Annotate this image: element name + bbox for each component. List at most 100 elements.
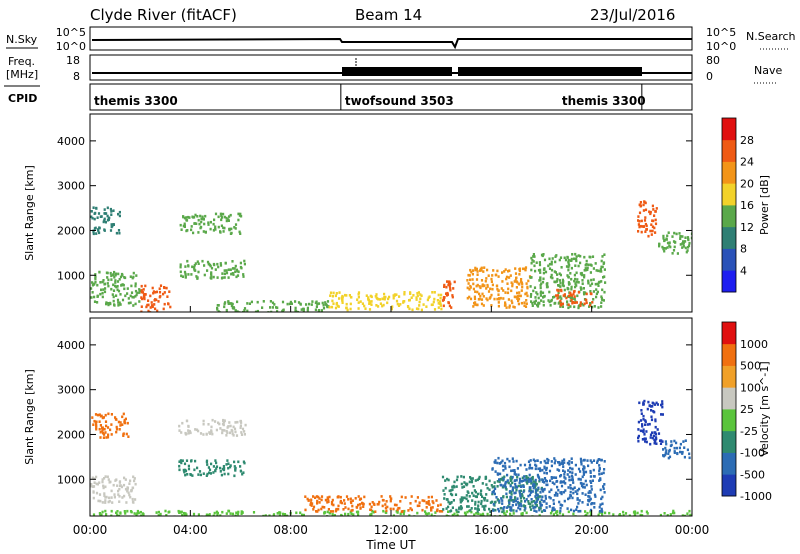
heatmap-cell [549, 511, 553, 515]
heatmap-cell [493, 481, 496, 484]
heatmap-cell [99, 292, 102, 296]
heatmap-cell [686, 249, 689, 252]
heatmap-cell [114, 416, 117, 419]
heatmap-cell [549, 275, 553, 279]
heatmap-cell [550, 464, 553, 468]
heatmap-cell [419, 297, 422, 301]
heatmap-cell [109, 229, 113, 232]
heatmap-cell [198, 470, 202, 473]
heatmap-cell [469, 509, 472, 512]
heatmap-cell [685, 250, 688, 254]
heatmap-cell [99, 430, 102, 434]
heatmap-cell [504, 481, 507, 484]
heatmap-cell [543, 477, 547, 480]
heatmap-cell [92, 282, 95, 286]
heatmap-cell [548, 469, 552, 473]
heatmap-cell [186, 229, 189, 232]
heatmap-cell [644, 222, 647, 226]
heatmap-cell [354, 497, 357, 500]
heatmap-cell [549, 304, 552, 307]
heatmap-cell [329, 291, 333, 295]
heatmap-cell [486, 285, 489, 288]
heatmap-cell [469, 278, 472, 282]
heatmap-cell [503, 270, 506, 273]
freq-dense-block-1 [342, 67, 452, 76]
heatmap-cell [561, 278, 564, 282]
heatmap-cell [522, 490, 525, 494]
heatmap-cell [649, 229, 652, 233]
heatmap-cell [367, 296, 370, 299]
heatmap-cell [598, 505, 601, 509]
heatmap-cell [431, 291, 434, 294]
heatmap-cell [118, 210, 121, 214]
heatmap-cell [653, 440, 657, 444]
heatmap-cell [117, 489, 120, 493]
heatmap-cell [114, 284, 117, 288]
heatmap-cell [641, 425, 644, 428]
heatmap-cell [118, 231, 121, 235]
heatmap-cell [577, 510, 580, 513]
heatmap-cell [234, 469, 237, 472]
heatmap-cell [504, 513, 507, 516]
heatmap-cell [447, 301, 450, 304]
heatmap-cell [133, 477, 136, 480]
heatmap-cell [565, 296, 568, 300]
heatmap-cell [502, 469, 505, 472]
heatmap-cell [514, 483, 517, 486]
heatmap-cell [557, 291, 560, 294]
heatmap-cell [593, 493, 597, 497]
heatmap-cell [654, 418, 657, 421]
heatmap-cell [321, 301, 324, 305]
heatmap-cell [243, 259, 246, 263]
heatmap-cell [478, 285, 481, 288]
heatmap-cell [519, 294, 522, 298]
heatmap-cell [523, 489, 526, 492]
heatmap-cell [497, 301, 500, 304]
heatmap-cell [107, 218, 110, 221]
heatmap-cell [576, 498, 579, 501]
heatmap-cell [603, 268, 606, 271]
heatmap-cell [644, 216, 647, 219]
heatmap-cell [201, 215, 204, 219]
heatmap-cell [639, 224, 642, 228]
heatmap-cell [403, 509, 406, 513]
heatmap-cell [471, 477, 474, 480]
heatmap-cell [535, 261, 538, 264]
heatmap-cell [534, 269, 537, 273]
heatmap-cell [598, 479, 601, 482]
heatmap-cell [194, 262, 197, 265]
heatmap-cell [134, 302, 137, 306]
heatmap-cell [329, 294, 332, 297]
heatmap-cell [555, 510, 558, 514]
heatmap-cell [536, 292, 539, 296]
heatmap-cell [92, 485, 96, 488]
heatmap-cell [538, 508, 541, 512]
nsky-trace [91, 37, 692, 50]
nave-tick-bottom: 0 [706, 70, 713, 83]
heatmap-cell [347, 498, 350, 501]
heatmap-cell [134, 295, 137, 298]
heatmap-cell [219, 264, 223, 267]
heatmap-cell [461, 486, 464, 489]
heatmap-cell [572, 491, 575, 495]
heatmap-cell [203, 264, 206, 267]
heatmap-cell [498, 462, 501, 465]
heatmap-cell [451, 506, 454, 509]
colorbar-swatch [722, 161, 736, 184]
heatmap-cell [567, 306, 570, 310]
heatmap-cell [466, 499, 470, 503]
heatmap-cell [505, 488, 508, 491]
heatmap-cell [578, 477, 581, 481]
heatmap-cell [500, 287, 503, 290]
heatmap-cell [335, 292, 338, 295]
heatmap-cell [442, 489, 445, 492]
heatmap-cell [675, 446, 678, 450]
heatmap-cell [510, 281, 513, 284]
heatmap-cell [579, 478, 582, 481]
heatmap-cell [548, 300, 551, 304]
heatmap-cell [653, 431, 656, 434]
heatmap-cell [268, 514, 271, 516]
heatmap-cell [566, 303, 569, 306]
heatmap-cell [481, 284, 484, 288]
cpid-label: CPID [8, 92, 37, 105]
